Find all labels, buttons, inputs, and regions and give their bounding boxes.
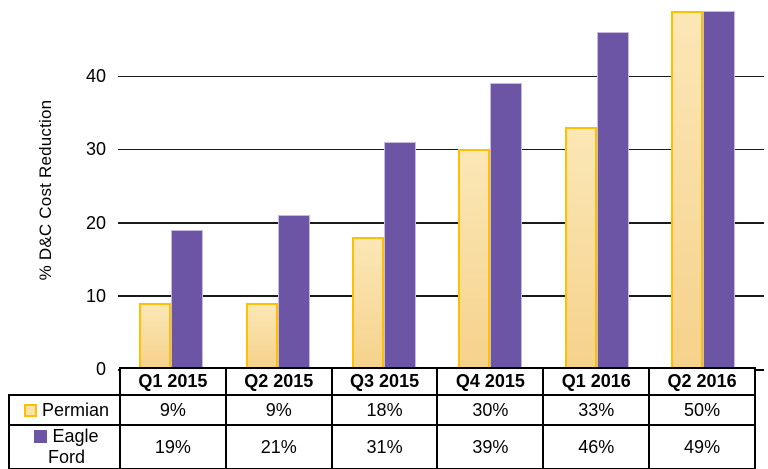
table-header-row: Q1 2015 Q2 2015 Q3 2015 Q4 2015 Q1 2016 …: [9, 367, 756, 396]
eagle-ford-legend-marker-icon: [34, 430, 48, 443]
gridline-40: [118, 75, 764, 78]
bar-permian-q2-2016: [670, 11, 703, 369]
bar-eagle-ford-q4-2015: [490, 83, 523, 369]
gridline-30: [118, 148, 764, 151]
bar-eagle-ford-q1-2015: [171, 229, 204, 369]
permian-series-label: Permian: [41, 399, 110, 420]
permian-legend-marker-icon: [23, 403, 37, 417]
permian-value-q1-2015: 9%: [119, 394, 227, 426]
gridline-10: [118, 295, 764, 297]
permian-value-q2-2016: 50%: [648, 394, 756, 426]
bar-permian-q3-2015: [351, 237, 384, 369]
bar-permian-q4-2015: [458, 149, 491, 369]
table-row-eagle-ford: Eagle Ford 19% 21% 31% 39% 46% 49%: [8, 424, 756, 469]
column-header-q2-2015: Q2 2015: [224, 367, 333, 396]
eagle-ford-value-q1-2016: 46%: [542, 424, 651, 469]
permian-value-q2-2015: 9%: [224, 394, 333, 426]
y-tick-label-30: 30: [85, 139, 106, 160]
data-table: Q1 2015 Q2 2015 Q3 2015 Q4 2015 Q1 2016 …: [8, 367, 756, 469]
column-header-q1-2015: Q1 2015: [119, 367, 227, 396]
column-header-q3-2015: Q3 2015: [330, 367, 439, 396]
bar-eagle-ford-q2-2016: [702, 11, 735, 369]
y-tick-label-0: 0: [95, 359, 106, 379]
eagle-ford-value-q1-2015: 19%: [119, 424, 227, 469]
bar-permian-q1-2015: [139, 303, 172, 369]
table-row-permian: Permian 9% 9% 18% 30% 33% 50%: [8, 394, 756, 426]
eagle-ford-value-q4-2015: 39%: [436, 424, 545, 469]
legend-cell-permian: Permian: [8, 394, 121, 426]
y-tick-label-20: 20: [85, 212, 106, 233]
eagle-ford-series-label: Eagle Ford: [47, 426, 99, 467]
y-tick-label-10: 10: [85, 285, 106, 306]
bar-eagle-ford-q2-2015: [277, 215, 310, 369]
y-tick-label-40: 40: [85, 66, 106, 87]
eagle-ford-value-q3-2015: 31%: [330, 424, 439, 469]
gridline-20: [118, 222, 764, 224]
column-header-q2-2016: Q2 2016: [648, 367, 756, 396]
column-header-q1-2016: Q1 2016: [542, 367, 651, 396]
bar-eagle-ford-q3-2015: [383, 142, 416, 369]
table-corner-blank: [9, 368, 120, 395]
bar-permian-q1-2016: [564, 127, 597, 369]
column-header-q4-2015: Q4 2015: [436, 367, 545, 396]
eagle-ford-value-q2-2015: 21%: [224, 424, 333, 469]
y-axis-tick-labels: 0 10 20 30 40: [0, 11, 106, 379]
eagle-ford-value-q2-2016: 49%: [648, 424, 756, 469]
permian-value-q3-2015: 18%: [330, 394, 439, 426]
plot-area: [118, 11, 764, 371]
bar-permian-q2-2015: [245, 303, 278, 369]
bar-eagle-ford-q1-2016: [596, 32, 629, 369]
permian-value-q1-2016: 33%: [542, 394, 651, 426]
legend-cell-eagle-ford: Eagle Ford: [8, 424, 121, 469]
permian-value-q4-2015: 30%: [436, 394, 545, 426]
